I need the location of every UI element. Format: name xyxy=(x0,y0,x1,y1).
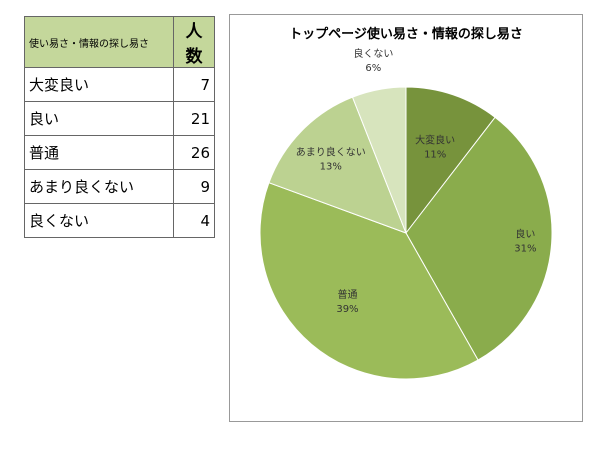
chart-title: トップページ使い易さ・情報の探し易さ xyxy=(289,27,523,42)
header-category: 使い易さ・情報の探し易さ xyxy=(24,16,174,68)
table-row: 普通 26 xyxy=(24,135,215,170)
cell-label: 大変良い xyxy=(24,67,174,102)
pie-slice-2 xyxy=(259,182,479,380)
cell-count: 26 xyxy=(173,135,215,170)
cell-label: あまり良くない xyxy=(24,169,174,204)
pie-slice-4 xyxy=(351,86,407,234)
data-label-category: 良くない xyxy=(353,47,393,60)
pie-svg: 大変良い 11% 良い 31% 普通 39% あまり良くない 13% 良くない 6% xyxy=(259,47,553,380)
data-label-percent: 11% xyxy=(424,149,446,160)
cell-count: 9 xyxy=(173,169,215,204)
data-label-category: 大変良い xyxy=(415,133,455,146)
data-table: 使い易さ・情報の探し易さ 人数 大変良い 7 良い 21 普通 26 あまり良くない 9 … xyxy=(24,16,215,238)
data-label-category: あまり良くない xyxy=(296,146,366,159)
data-label-category: 普通 xyxy=(337,288,357,301)
pie-slice-3 xyxy=(268,96,407,234)
data-label-category: 良い xyxy=(515,227,535,240)
cell-label: 良い xyxy=(24,101,174,136)
data-label-percent: 31% xyxy=(514,243,536,254)
data-label-percent: 39% xyxy=(336,304,358,315)
cell-label: 良くない xyxy=(24,203,174,238)
table-row: 良くない 4 xyxy=(24,203,215,238)
table-row: あまり良くない 9 xyxy=(24,169,215,204)
table-row: 大変良い 7 xyxy=(24,67,215,102)
cell-label: 普通 xyxy=(24,135,174,170)
pie-chart: トップページ使い易さ・情報の探し易さ 大変良い 11% 良い 31% 普通 39% あまり良… xyxy=(229,14,583,422)
data-label-percent: 13% xyxy=(320,162,342,173)
table-row: 良い 21 xyxy=(24,101,215,136)
cell-count: 4 xyxy=(173,203,215,238)
pie-slice-1 xyxy=(405,116,553,361)
cell-count: 21 xyxy=(173,101,215,136)
cell-count: 7 xyxy=(173,67,215,102)
pie-slice-0 xyxy=(405,86,496,235)
header-count: 人数 xyxy=(173,16,215,68)
data-label-percent: 6% xyxy=(365,63,381,74)
